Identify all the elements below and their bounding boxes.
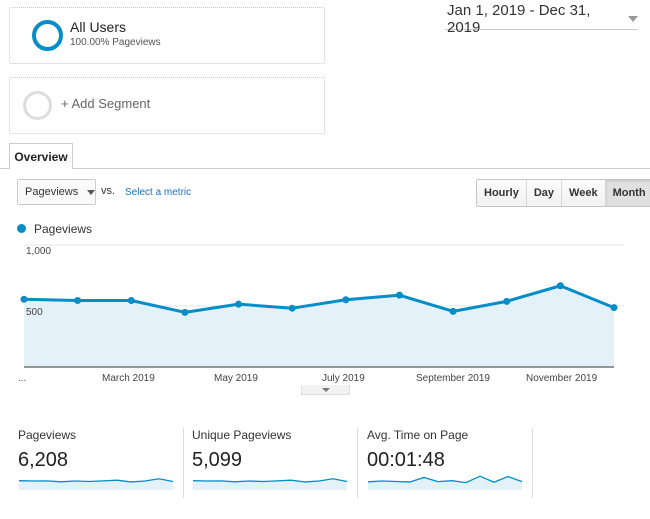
chevron-down-icon	[87, 189, 96, 195]
date-range-picker[interactable]: Jan 1, 2019 - Dec 31, 2019	[445, 2, 638, 36]
data-point	[74, 297, 82, 305]
add-segment-card[interactable]: + Add Segment	[9, 77, 325, 134]
data-point	[288, 304, 296, 312]
vs-label: vs.	[101, 185, 116, 197]
data-point	[610, 304, 618, 312]
x-tick-label: July 2019	[322, 373, 365, 384]
metric-unique-pageviews[interactable]: Unique Pageviews 5,099	[192, 428, 352, 496]
metric-label: Unique Pageviews	[192, 428, 292, 442]
x-tick-label: September 2019	[416, 373, 490, 384]
add-segment-ring-icon	[23, 91, 52, 120]
data-point	[503, 297, 511, 305]
add-segment-label: + Add Segment	[61, 96, 151, 111]
data-point	[127, 297, 135, 305]
metric-pageviews[interactable]: Pageviews 6,208	[18, 428, 178, 496]
sparkline-area	[368, 476, 522, 490]
select-metric-link[interactable]: Select a metric	[125, 187, 192, 198]
x-tick-label: May 2019	[214, 373, 258, 384]
data-point	[395, 291, 403, 299]
chevron-down-icon	[321, 387, 330, 392]
metric-divider	[357, 428, 358, 498]
metric-value: 00:01:48	[367, 449, 445, 471]
data-point	[342, 296, 350, 304]
sparkline	[18, 478, 174, 490]
tab-bar-line	[0, 168, 650, 169]
granularity-toggle: Hourly Day Week Month	[476, 179, 650, 207]
sparkline	[367, 475, 523, 490]
metric-select[interactable]: Pageviews	[17, 179, 96, 205]
date-range-text: Jan 1, 2019 - Dec 31, 2019	[447, 2, 591, 36]
granularity-week-button[interactable]: Week	[562, 180, 606, 206]
chart-collapse-handle[interactable]	[301, 385, 350, 395]
data-point	[556, 282, 564, 290]
metric-value: 5,099	[192, 449, 243, 471]
metric-avg-time-on-page[interactable]: Avg. Time on Page 00:01:48	[367, 428, 527, 496]
tab-overview[interactable]: Overview	[9, 143, 73, 169]
series-line	[23, 284, 615, 314]
data-point	[449, 307, 457, 315]
data-point	[181, 308, 189, 316]
sparkline-line	[18, 478, 174, 483]
pageviews-chart	[20, 244, 624, 368]
segment-subtitle: 100.00% Pageviews	[70, 37, 161, 48]
sparkline-line	[192, 478, 348, 483]
data-point	[20, 295, 28, 303]
metric-divider	[532, 428, 533, 498]
metric-divider	[183, 428, 184, 498]
x-tick-label: November 2019	[526, 373, 598, 384]
x-tick-label: March 2019	[102, 373, 155, 384]
tab-overview-label: Overview	[14, 149, 68, 164]
legend-dot-icon	[17, 224, 26, 233]
granularity-hourly-button[interactable]: Hourly	[477, 180, 527, 206]
chevron-down-icon	[628, 16, 638, 22]
metric-value: 6,208	[18, 449, 69, 471]
sparkline	[192, 478, 348, 490]
y-tick-1000: 1,000	[26, 246, 52, 257]
y-tick-500: 500	[26, 307, 43, 318]
granularity-day-button[interactable]: Day	[526, 180, 563, 206]
metric-label: Pageviews	[18, 428, 77, 442]
segment-card-all-users[interactable]: All Users 100.00% Pageviews	[9, 7, 325, 64]
legend-pageviews: Pageviews	[34, 222, 93, 236]
sparkline-line	[367, 475, 523, 484]
segment-name: All Users	[70, 19, 127, 35]
metric-label: Avg. Time on Page	[367, 428, 469, 442]
metric-select-label: Pageviews	[25, 186, 79, 198]
x-tick-label: ...	[18, 373, 27, 384]
segment-ring-icon	[32, 20, 63, 51]
area-fill	[24, 285, 614, 367]
granularity-month-button[interactable]: Month	[605, 180, 650, 206]
data-point	[235, 300, 243, 308]
